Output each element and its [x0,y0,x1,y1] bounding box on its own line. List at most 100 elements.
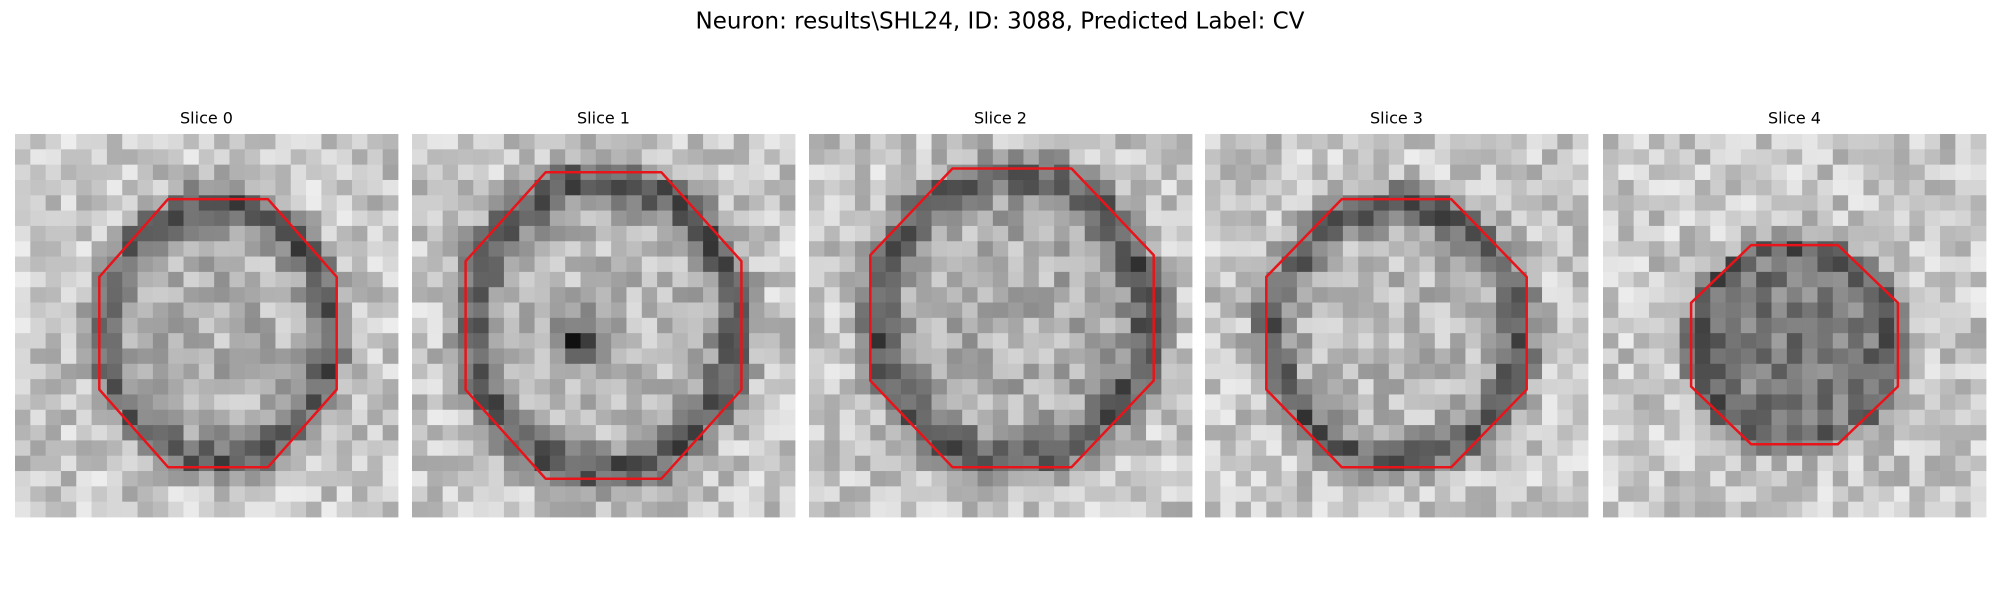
pixel [1130,225,1147,242]
pixel [1572,210,1589,227]
pixel [76,302,92,319]
pixel [122,134,138,150]
pixel [580,134,597,150]
pixel [260,333,276,349]
pixel [45,501,62,518]
pixel [1205,425,1221,441]
pixel [1526,333,1543,349]
pixel [1526,149,1543,166]
pixel [1388,501,1405,518]
pixel [885,149,902,166]
pixel [931,241,948,257]
pixel [1511,486,1528,503]
pixel [503,486,520,503]
pixel [1176,471,1193,487]
pixel [1832,333,1849,349]
pixel [1725,348,1742,365]
pixel [764,225,781,242]
pixel [1388,164,1405,181]
pixel [244,179,261,196]
pixel [457,486,474,503]
pixel [839,210,856,227]
pixel [1084,287,1101,303]
slice-image [412,134,796,518]
pixel [488,379,505,395]
pixel [1603,210,1619,227]
pixel [749,225,765,242]
pixel [198,409,215,426]
pixel [916,471,932,487]
pixel [1496,179,1512,196]
pixel [1802,486,1818,503]
pixel [992,333,1009,349]
pixel [977,271,994,288]
pixel [779,471,796,487]
pixel [1817,455,1834,472]
pixel [1786,333,1803,349]
pixel [824,302,841,319]
pixel [565,379,581,395]
pixel [76,348,92,365]
pixel [870,287,886,303]
pixel [412,210,428,227]
pixel [1786,195,1803,211]
pixel [657,302,673,319]
pixel [1100,134,1116,150]
pixel [1894,425,1910,441]
pixel [916,409,932,426]
pixel [60,409,77,426]
pixel [137,379,154,395]
pixel [1894,241,1910,257]
pixel [106,241,123,257]
pixel [1465,455,1482,472]
pixel [1358,302,1374,319]
pixel [137,317,154,334]
pixel [1342,471,1359,487]
pixel [641,379,658,395]
pixel [427,425,444,441]
pixel [809,149,825,166]
pixel [1557,287,1574,303]
pixel [900,302,917,319]
pixel [672,287,689,303]
pixel [1388,225,1405,242]
pixel [1358,149,1374,166]
pixel [1130,149,1147,166]
pixel [336,409,353,426]
pixel [824,333,841,349]
pixel [1008,179,1024,196]
pixel [749,210,765,227]
pixel [106,394,123,411]
pixel [931,394,948,411]
pixel [1419,271,1436,288]
pixel [1526,455,1543,472]
pixel [244,394,261,411]
pixel [473,241,489,257]
pixel [580,302,597,319]
pixel [1130,302,1147,319]
pixel [473,287,489,303]
pixel [1312,501,1328,518]
pixel [641,440,658,457]
pixel [1161,363,1178,380]
pixel [214,409,230,426]
pixel [1100,486,1116,503]
pixel [1084,471,1101,487]
pixel [1296,271,1313,288]
pixel [1373,333,1390,349]
pixel [30,225,47,242]
pixel [534,164,551,181]
pixel [1023,317,1040,334]
pixel [15,210,31,227]
pixel [1863,210,1880,227]
pixel [626,394,643,411]
pixel [1465,241,1482,257]
pixel [1434,302,1451,319]
pixel [824,501,841,518]
pixel [91,486,108,503]
pixel [214,471,230,487]
pixel [1694,271,1711,288]
pixel [657,379,673,395]
pixel [641,333,658,349]
pixel [1115,256,1132,273]
